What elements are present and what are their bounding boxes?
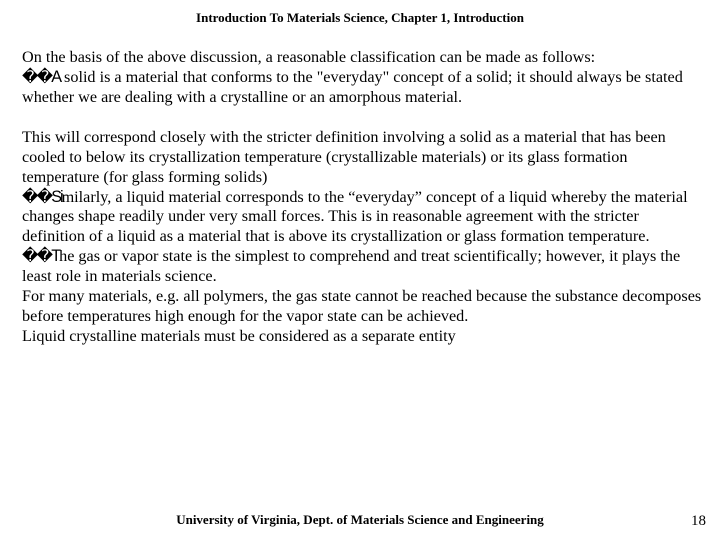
page-header: Introduction To Materials Science, Chapt… [0,10,720,26]
page-number: 18 [691,513,706,530]
bullet-solid-text: solid is a material that conforms to the… [22,68,683,106]
bullet-gas-text: he gas or vapor state is the simplest to… [22,247,680,285]
paragraph-solid-detail: This will correspond closely with the st… [22,128,702,188]
paragraph-intro: On the basis of the above discussion, a … [22,48,702,68]
bullet-glyph: ��Si [22,188,62,206]
paragraph-liquid-crystal: Liquid crystalline materials must be con… [22,327,702,347]
bullet-glyph: ��A [22,68,60,86]
body-text: On the basis of the above discussion, a … [22,48,702,347]
bullet-glyph: ��T [22,247,59,265]
bullet-liquid: ��Similarly, a liquid material correspon… [22,188,702,248]
paragraph-gap [22,108,702,128]
bullet-solid: ��A solid is a material that conforms to… [22,68,702,108]
paragraph-gas-detail: For many materials, e.g. all polymers, t… [22,287,702,327]
bullet-liquid-text: milarly, a liquid material corresponds t… [22,188,688,246]
slide-page: Introduction To Materials Science, Chapt… [0,0,720,540]
bullet-gas: ��The gas or vapor state is the simplest… [22,247,702,287]
page-footer: University of Virginia, Dept. of Materia… [0,512,720,528]
